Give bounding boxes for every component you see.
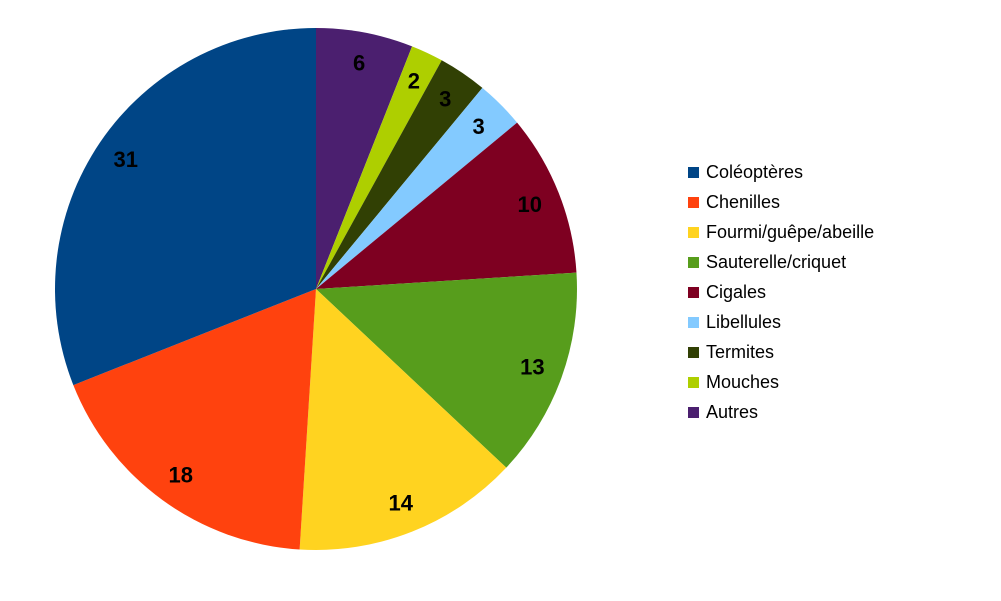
legend-swatch bbox=[688, 226, 699, 238]
pie-slice-libellules bbox=[316, 87, 518, 290]
legend-item-cigales: Cigales bbox=[688, 277, 874, 307]
pie-slice-coleopteres bbox=[55, 28, 317, 386]
data-label-coleopteres: 31 bbox=[114, 147, 138, 172]
data-label-autres: 6 bbox=[353, 51, 365, 76]
legend-item-fourmi-guepe-abeille: Fourmi/guêpe/abeille bbox=[688, 217, 874, 247]
legend-item-sauterelle-criquet: Sauterelle/criquet bbox=[688, 247, 874, 277]
legend-label: Fourmi/guêpe/abeille bbox=[706, 221, 875, 242]
legend-label: Coléoptères bbox=[706, 161, 804, 182]
legend-item-termites: Termites bbox=[688, 337, 874, 367]
pie-slice-chenilles bbox=[73, 289, 316, 550]
legend-label: Mouches bbox=[706, 371, 780, 392]
legend-swatch bbox=[688, 286, 699, 298]
legend-item-libellules: Libellules bbox=[688, 307, 874, 337]
data-label-termites: 3 bbox=[439, 86, 451, 111]
legend: Coléoptères Chenilles Fourmi/guêpe/abeille… bbox=[688, 157, 874, 427]
legend-label: Autres bbox=[706, 401, 759, 422]
pie-slice-cigales bbox=[316, 122, 577, 289]
legend-swatch bbox=[688, 346, 699, 358]
pie-slice-fourmi-guepe-abeille bbox=[299, 289, 507, 550]
legend-swatch bbox=[688, 406, 699, 418]
legend-swatch bbox=[688, 256, 699, 268]
legend-swatch bbox=[688, 196, 699, 208]
data-label-fourmi-guepe-abeille: 14 bbox=[388, 490, 413, 515]
pie-slice-mouches bbox=[316, 46, 442, 289]
data-label-sauterelle-criquet: 13 bbox=[520, 354, 544, 379]
pie-slice-termites bbox=[316, 60, 483, 289]
legend-label: Cigales bbox=[706, 281, 767, 302]
legend-item-chenilles: Chenilles bbox=[688, 187, 874, 217]
legend-swatch bbox=[688, 376, 699, 388]
legend-item-coleopteres: Coléoptères bbox=[688, 157, 874, 187]
legend-label: Termites bbox=[706, 341, 775, 362]
legend-item-autres: Autres bbox=[688, 397, 874, 427]
data-label-chenilles: 18 bbox=[169, 463, 193, 488]
legend-label: Libellules bbox=[706, 311, 782, 332]
legend-item-mouches: Mouches bbox=[688, 367, 874, 397]
pie-slices bbox=[55, 28, 577, 550]
legend-label: Chenilles bbox=[706, 191, 781, 212]
legend-swatch bbox=[688, 316, 699, 328]
pie-slice-sauterelle-criquet bbox=[316, 272, 577, 468]
pie-slice-autres bbox=[316, 28, 413, 289]
legend-swatch bbox=[688, 166, 699, 178]
data-label-mouches: 2 bbox=[408, 68, 420, 93]
legend-label: Sauterelle/criquet bbox=[706, 251, 847, 272]
data-label-cigales: 10 bbox=[518, 192, 542, 217]
data-label-libellules: 3 bbox=[472, 114, 484, 139]
